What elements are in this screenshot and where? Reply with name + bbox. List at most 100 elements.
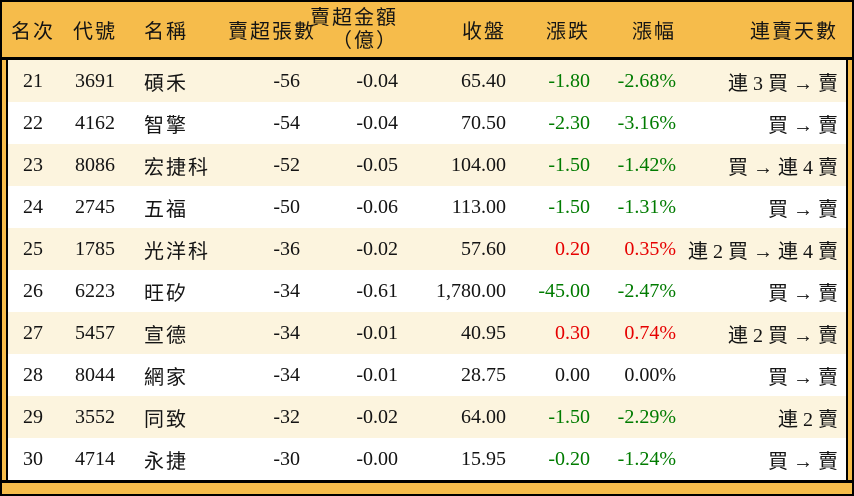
table-row[interactable]: 30 4714 永捷 -30 -0.00 15.95 -0.20 -1.24% … bbox=[8, 438, 846, 480]
cell-change: -0.20 bbox=[548, 447, 590, 470]
cell-change-pct: 0.74% bbox=[624, 321, 676, 344]
cell-change-pct: -2.68% bbox=[617, 69, 676, 92]
cell-name: 碩禾 bbox=[144, 72, 188, 95]
cell-code: 3552 bbox=[75, 405, 115, 428]
cell-sell-amount: -0.02 bbox=[356, 405, 398, 428]
cell-rank: 26 bbox=[23, 279, 43, 302]
cell-close: 57.60 bbox=[461, 237, 506, 260]
cell-code: 4162 bbox=[75, 111, 115, 134]
col-header-close: 收盤 bbox=[462, 21, 506, 43]
cell-change: 0.30 bbox=[555, 321, 590, 344]
cell-rank: 25 bbox=[23, 237, 43, 260]
cell-change-pct: -2.29% bbox=[617, 405, 676, 428]
cell-rank: 28 bbox=[23, 363, 43, 386]
col-header-name: 名稱 bbox=[144, 21, 188, 43]
cell-sell-volume: -50 bbox=[273, 195, 300, 218]
cell-sell-amount: -0.01 bbox=[356, 363, 398, 386]
cell-code: 4714 bbox=[75, 447, 115, 470]
cell-streak: 連 2 賣 bbox=[778, 408, 838, 431]
cell-code: 3691 bbox=[75, 69, 115, 92]
cell-name: 旺矽 bbox=[144, 282, 188, 305]
cell-sell-amount: -0.02 bbox=[356, 237, 398, 260]
table-row[interactable]: 28 8044 網家 -34 -0.01 28.75 0.00 0.00% 買 … bbox=[8, 354, 846, 396]
table-row[interactable]: 21 3691 碩禾 -56 -0.04 65.40 -1.80 -2.68% … bbox=[8, 60, 846, 102]
col-header-sell-amount-line1: 賣超金額 bbox=[310, 6, 398, 29]
cell-name: 宣德 bbox=[144, 324, 188, 347]
table-row[interactable]: 23 8086 宏捷科 -52 -0.05 104.00 -1.50 -1.42… bbox=[8, 144, 846, 186]
cell-close: 65.40 bbox=[461, 69, 506, 92]
table-row[interactable]: 24 2745 五福 -50 -0.06 113.00 -1.50 -1.31%… bbox=[8, 186, 846, 228]
cell-change-pct: 0.35% bbox=[624, 237, 676, 260]
cell-streak: 連 3 買 → 賣 bbox=[728, 72, 838, 95]
table-row[interactable]: 25 1785 光洋科 -36 -0.02 57.60 0.20 0.35% 連… bbox=[8, 228, 846, 270]
left-gutter bbox=[2, 60, 6, 480]
cell-sell-volume: -36 bbox=[273, 237, 300, 260]
cell-rank: 24 bbox=[23, 195, 43, 218]
cell-change: -45.00 bbox=[538, 279, 590, 302]
cell-sell-volume: -54 bbox=[273, 111, 300, 134]
cell-change: 0.00 bbox=[555, 363, 590, 386]
cell-change-pct: -1.24% bbox=[617, 447, 676, 470]
col-header-change: 漲跌 bbox=[546, 21, 590, 43]
cell-close: 40.95 bbox=[461, 321, 506, 344]
cell-sell-volume: -30 bbox=[273, 447, 300, 470]
table-row[interactable]: 26 6223 旺矽 -34 -0.61 1,780.00 -45.00 -2.… bbox=[8, 270, 846, 312]
table-row[interactable]: 22 4162 智擎 -54 -0.04 70.50 -2.30 -3.16% … bbox=[8, 102, 846, 144]
cell-code: 8044 bbox=[75, 363, 115, 386]
cell-streak: 連 2 買 → 連 4 賣 bbox=[688, 240, 838, 263]
cell-sell-amount: -0.04 bbox=[356, 69, 398, 92]
left-border bbox=[6, 60, 8, 480]
cell-close: 70.50 bbox=[461, 111, 506, 134]
cell-name: 網家 bbox=[144, 366, 188, 389]
cell-rank: 29 bbox=[23, 405, 43, 428]
table-row[interactable]: 27 5457 宣德 -34 -0.01 40.95 0.30 0.74% 連 … bbox=[8, 312, 846, 354]
bottom-strip bbox=[2, 483, 852, 494]
cell-streak: 買 → 賣 bbox=[768, 366, 838, 389]
cell-rank: 23 bbox=[23, 153, 43, 176]
cell-code: 5457 bbox=[75, 321, 115, 344]
cell-change-pct: -1.42% bbox=[617, 153, 676, 176]
cell-name: 永捷 bbox=[144, 450, 188, 473]
cell-change: -2.30 bbox=[548, 111, 590, 134]
cell-change-pct: -3.16% bbox=[617, 111, 676, 134]
cell-close: 15.95 bbox=[461, 447, 506, 470]
cell-name: 同致 bbox=[144, 408, 188, 431]
cell-sell-volume: -32 bbox=[273, 405, 300, 428]
right-gutter bbox=[848, 60, 852, 480]
cell-code: 6223 bbox=[75, 279, 115, 302]
cell-sell-amount: -0.04 bbox=[356, 111, 398, 134]
col-header-rank: 名次 bbox=[11, 21, 55, 43]
cell-streak: 買 → 賣 bbox=[768, 450, 838, 473]
cell-sell-amount: -0.61 bbox=[356, 279, 398, 302]
cell-streak: 買 → 連 4 賣 bbox=[728, 156, 838, 179]
cell-rank: 22 bbox=[23, 111, 43, 134]
cell-sell-volume: -56 bbox=[273, 69, 300, 92]
cell-sell-volume: -34 bbox=[273, 321, 300, 344]
cell-rank: 27 bbox=[23, 321, 43, 344]
col-header-sell-volume: 賣超張數 bbox=[228, 21, 316, 43]
cell-sell-amount: -0.01 bbox=[356, 321, 398, 344]
cell-rank: 30 bbox=[23, 447, 43, 470]
cell-close: 1,780.00 bbox=[436, 279, 506, 302]
cell-close: 64.00 bbox=[461, 405, 506, 428]
cell-sell-volume: -34 bbox=[273, 363, 300, 386]
cell-close: 104.00 bbox=[451, 153, 506, 176]
col-header-sell-amount-line2: （億） bbox=[332, 29, 398, 52]
col-header-code: 代號 bbox=[73, 21, 117, 43]
table-row[interactable]: 29 3552 同致 -32 -0.02 64.00 -1.50 -2.29% … bbox=[8, 396, 846, 438]
cell-sell-amount: -0.00 bbox=[356, 447, 398, 470]
cell-sell-amount: -0.05 bbox=[356, 153, 398, 176]
cell-close: 28.75 bbox=[461, 363, 506, 386]
cell-name: 智擎 bbox=[144, 114, 188, 137]
cell-change-pct: -1.31% bbox=[617, 195, 676, 218]
cell-name: 五福 bbox=[144, 198, 188, 221]
cell-streak: 買 → 賣 bbox=[768, 114, 838, 137]
table-header: 名次 代號 名稱 賣超張數 賣超金額 （億） 收盤 漲跌 漲幅 連賣天數 bbox=[2, 2, 852, 57]
cell-code: 1785 bbox=[75, 237, 115, 260]
table-rows: 21 3691 碩禾 -56 -0.04 65.40 -1.80 -2.68% … bbox=[8, 60, 846, 480]
cell-close: 113.00 bbox=[451, 195, 506, 218]
cell-change-pct: -2.47% bbox=[617, 279, 676, 302]
cell-change: 0.20 bbox=[555, 237, 590, 260]
cell-change: -1.80 bbox=[548, 69, 590, 92]
